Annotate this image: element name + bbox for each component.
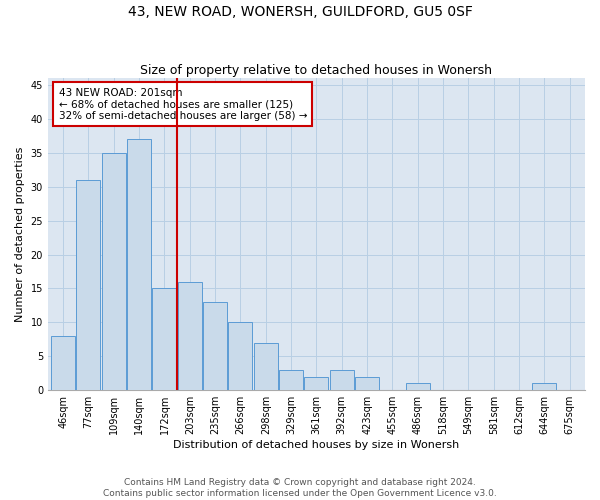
Bar: [229, 322, 253, 390]
Title: Size of property relative to detached houses in Wonersh: Size of property relative to detached ho…: [140, 64, 493, 77]
Bar: [102, 153, 126, 390]
Bar: [406, 384, 430, 390]
Text: 43, NEW ROAD, WONERSH, GUILDFORD, GU5 0SF: 43, NEW ROAD, WONERSH, GUILDFORD, GU5 0S…: [128, 5, 472, 19]
Bar: [532, 384, 556, 390]
X-axis label: Distribution of detached houses by size in Wonersh: Distribution of detached houses by size …: [173, 440, 460, 450]
Y-axis label: Number of detached properties: Number of detached properties: [15, 146, 25, 322]
Bar: [178, 282, 202, 390]
Bar: [254, 342, 278, 390]
Text: 43 NEW ROAD: 201sqm
← 68% of detached houses are smaller (125)
32% of semi-detac: 43 NEW ROAD: 201sqm ← 68% of detached ho…: [59, 88, 307, 120]
Bar: [330, 370, 354, 390]
Bar: [279, 370, 303, 390]
Bar: [203, 302, 227, 390]
Bar: [76, 180, 100, 390]
Bar: [127, 139, 151, 390]
Text: Contains HM Land Registry data © Crown copyright and database right 2024.
Contai: Contains HM Land Registry data © Crown c…: [103, 478, 497, 498]
Bar: [152, 288, 176, 390]
Bar: [51, 336, 75, 390]
Bar: [304, 376, 328, 390]
Bar: [355, 376, 379, 390]
